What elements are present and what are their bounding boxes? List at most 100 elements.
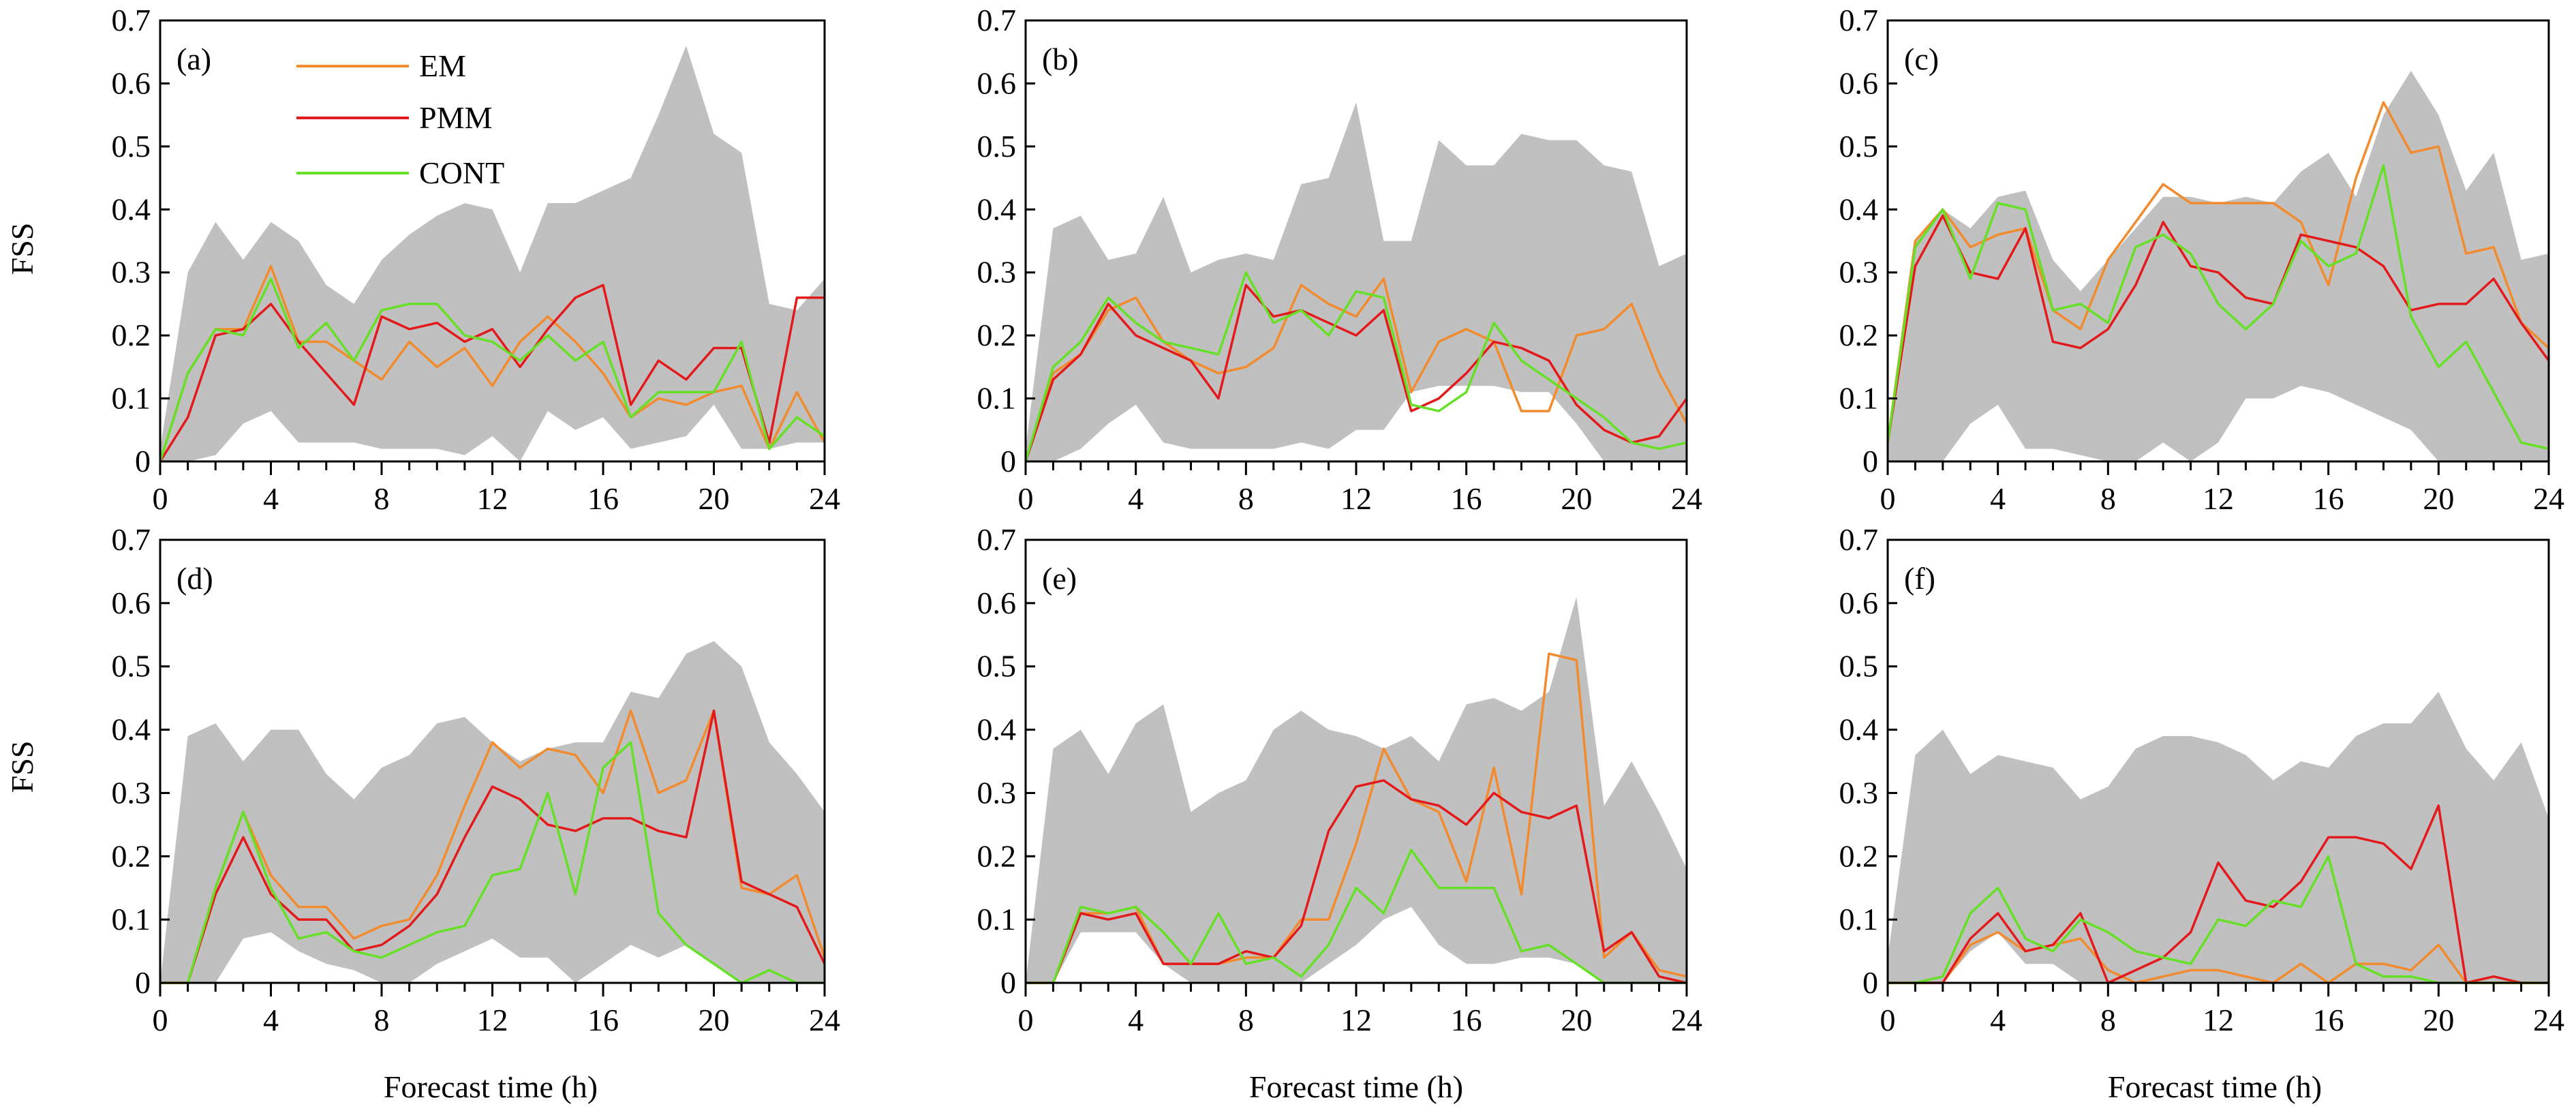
- series-line-pmm: [159, 284, 825, 462]
- x-tick-label: 8: [1238, 481, 1254, 516]
- spread-band: [1888, 70, 2549, 461]
- y-tick-label: 0.4: [112, 712, 151, 747]
- series-line-cont: [160, 741, 825, 984]
- y-tick-label: 0: [1000, 444, 1016, 478]
- x-tick-label: 20: [699, 481, 730, 516]
- y-tick-label: 0.7: [1839, 3, 1879, 37]
- x-tick-label: 0: [1880, 481, 1896, 516]
- series-line-cont: [1026, 849, 1687, 984]
- y-tick-label: 0.4: [977, 192, 1017, 226]
- y-tick-label: 0.3: [1839, 775, 1879, 810]
- x-tick-label: 8: [374, 1003, 390, 1037]
- spread-band: [1026, 102, 1687, 461]
- y-tick-label: 0: [1862, 965, 1878, 1000]
- y-tick-label: 0.7: [977, 522, 1017, 557]
- x-tick-label: 12: [477, 1003, 508, 1037]
- legend: EM PMM CONT: [296, 48, 504, 190]
- x-tick-label: 4: [263, 481, 279, 516]
- spread-band: [1888, 691, 2549, 983]
- x-tick-label: 20: [2423, 1003, 2454, 1037]
- panel-label: (c): [1904, 42, 1939, 76]
- x-tick-label: 16: [2313, 1003, 2344, 1037]
- y-tick-label: 0.5: [112, 129, 151, 164]
- series-line-em: [1888, 930, 2549, 984]
- y-tick-label: 0.4: [112, 192, 151, 226]
- x-tick-label: 8: [2100, 481, 2116, 516]
- x-tick-label: 4: [263, 1003, 279, 1037]
- panel-c: 0 0.1 0.2 0.3 0.4 0.5 0.6 0.7 0 4 8 12 16 20 24 (c): [1839, 3, 2565, 516]
- x-tick-label: 8: [2100, 1003, 2116, 1037]
- series-line-pmm: [1026, 779, 1687, 984]
- y-tick-label: 0.3: [112, 775, 151, 810]
- x-tick-label: 16: [587, 481, 619, 516]
- series-line-pmm: [1024, 284, 1688, 462]
- panel-label: (a): [177, 42, 211, 76]
- x-tick-label: 20: [699, 1003, 730, 1037]
- y-tick-label: 0.2: [112, 318, 151, 352]
- x-tick-label: 16: [1451, 1003, 1482, 1037]
- x-tick-label: 0: [1018, 481, 1034, 516]
- spread-band: [160, 641, 825, 983]
- x-tick-label: 20: [2423, 481, 2454, 516]
- y-tick-label: 0.2: [977, 318, 1017, 352]
- x-tick-label: 4: [1128, 481, 1144, 516]
- x-tick-label: 12: [2203, 481, 2234, 516]
- y-tick-label: 0.7: [1839, 522, 1879, 557]
- panel-label: (e): [1042, 561, 1077, 596]
- series-line-cont: [159, 277, 825, 462]
- series-line-pmm: [1886, 214, 2550, 443]
- x-tick-label: 4: [1128, 1003, 1144, 1037]
- panel-label: (f): [1904, 561, 1935, 596]
- x-tick-label: 16: [2313, 481, 2344, 516]
- x-tick-label: 4: [1990, 481, 2006, 516]
- x-axis-label-b: Forecast time (h): [1249, 1069, 1463, 1104]
- x-tick-label: 20: [1561, 1003, 1592, 1037]
- y-tick-label: 0.7: [112, 522, 151, 557]
- y-tick-label: 0.1: [1839, 902, 1879, 937]
- panel-a: 0 0.1 0.2 0.3 0.4 0.5 0.6 0.7 0 4 8 12 16 20 24 (a): [112, 3, 841, 516]
- y-tick-label: 0.4: [1839, 192, 1879, 226]
- panel-f: 0 0.1 0.2 0.3 0.4 0.5 0.6 0.7 0 4 8 12 16 20 24 (f): [1839, 522, 2565, 1037]
- x-axis-label-a: Forecast time (h): [384, 1069, 598, 1104]
- x-tick-label: 12: [1340, 1003, 1372, 1037]
- y-tick-label: 0.6: [112, 65, 151, 100]
- x-tick-label: 24: [809, 481, 840, 516]
- x-tick-label: 24: [809, 1003, 840, 1037]
- y-tick-label: 0: [135, 444, 151, 478]
- x-tick-label: 24: [1671, 481, 1702, 516]
- series-line-em: [1024, 277, 1688, 462]
- panel-label: (b): [1042, 42, 1079, 76]
- x-tick-label: 16: [587, 1003, 619, 1037]
- y-tick-label: 0.5: [977, 649, 1017, 684]
- y-tick-label: 0.2: [1839, 838, 1879, 873]
- y-tick-label: 0.4: [977, 712, 1017, 747]
- y-tick-label: 0.7: [977, 3, 1017, 37]
- y-tick-label: 0.3: [112, 255, 151, 290]
- y-tick-label: 0: [135, 965, 151, 1000]
- x-tick-label: 8: [1238, 1003, 1254, 1037]
- y-tick-label: 0.2: [1839, 318, 1879, 352]
- panel-d: 0 0.1 0.2 0.3 0.4 0.5 0.6 0.7 0 4 8 12 16 20 24 (d): [112, 522, 841, 1037]
- panel-b: 0 0.1 0.2 0.3 0.4 0.5 0.6 0.7 0 4 8 12 16 20 24 (b): [977, 3, 1703, 516]
- y-tick-label: 0.5: [1839, 649, 1879, 684]
- series-line-cont: [1886, 164, 2549, 451]
- y-tick-label: 0.1: [977, 381, 1017, 416]
- legend-label-em: EM: [419, 48, 466, 83]
- panel-label: (d): [177, 561, 213, 596]
- x-axis-label-c: Forecast time (h): [2108, 1069, 2322, 1104]
- panel-e: 0 0.1 0.2 0.3 0.4 0.5 0.6 0.7 0 4 8 12 16 20 24 (e): [977, 522, 1703, 1037]
- x-tick-label: 20: [1561, 481, 1592, 516]
- x-tick-label: 0: [153, 481, 168, 516]
- y-tick-label: 0.5: [977, 129, 1017, 164]
- x-tick-label: 0: [1880, 1003, 1896, 1037]
- y-tick-label: 0.3: [977, 775, 1017, 810]
- y-tick-label: 0: [1000, 965, 1016, 1000]
- x-tick-label: 16: [1451, 481, 1482, 516]
- y-tick-label: 0.5: [1839, 129, 1879, 164]
- x-tick-label: 12: [477, 481, 508, 516]
- y-tick-label: 0.6: [977, 65, 1017, 100]
- y-tick-label: 0.1: [977, 902, 1017, 937]
- x-tick-label: 24: [2533, 1003, 2564, 1037]
- x-tick-label: 0: [153, 1003, 168, 1037]
- x-tick-label: 4: [1990, 1003, 2006, 1037]
